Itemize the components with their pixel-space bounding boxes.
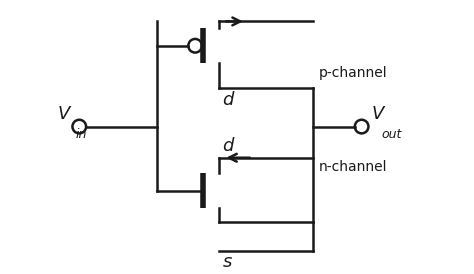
Text: out: out — [381, 128, 401, 141]
Text: n-channel: n-channel — [319, 160, 387, 174]
Text: V: V — [57, 105, 70, 123]
Text: d: d — [222, 137, 234, 155]
Text: p-channel: p-channel — [319, 66, 387, 80]
Text: in: in — [75, 128, 87, 141]
Text: s: s — [222, 253, 232, 271]
Text: V: V — [371, 105, 384, 123]
Text: d: d — [222, 90, 234, 109]
